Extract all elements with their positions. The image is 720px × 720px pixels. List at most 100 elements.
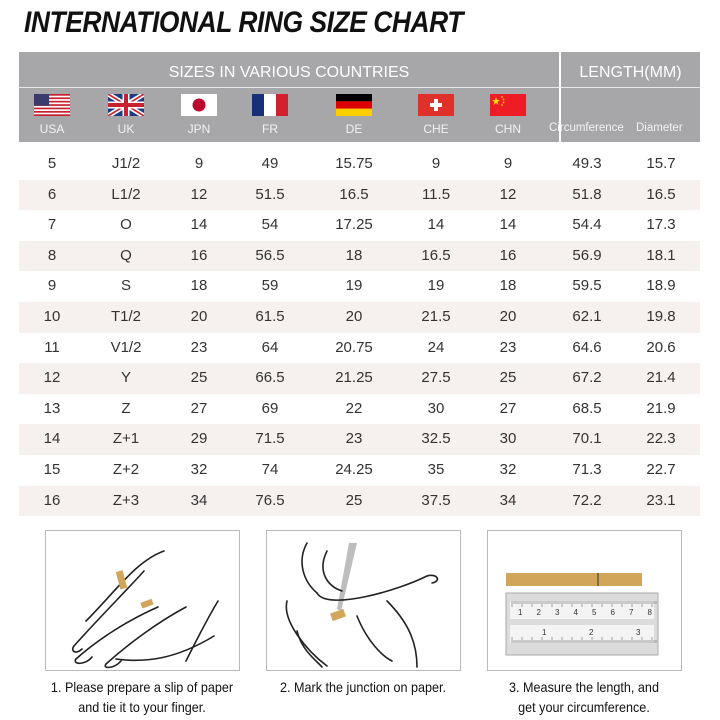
cell-chn: 16 — [499, 246, 517, 264]
cell-de: 21.25 — [335, 369, 373, 387]
cell-circumference: 72.2 — [572, 491, 602, 509]
cell-chn: 20 — [499, 307, 517, 325]
cell-chn: 18 — [499, 277, 517, 295]
cell-che: 32.5 — [421, 430, 451, 448]
cell-circumference: 70.1 — [572, 430, 602, 448]
usa-flag-icon — [34, 94, 70, 116]
ruler-number: 1 — [542, 628, 547, 637]
table-row: 8 Q 16 56.5 18 16.5 16 56.9 18.1 — [19, 240, 700, 272]
cell-fr: 56.5 — [255, 246, 285, 264]
cell-usa: 8 — [47, 246, 57, 264]
cell-uk: Z+2 — [112, 460, 140, 478]
column-chn: CHN — [478, 94, 538, 136]
caption-line: and tie it to your finger. — [78, 699, 206, 715]
switzerland-flag-icon — [418, 94, 454, 116]
ruler-number: 2 — [589, 628, 594, 637]
cell-fr: 66.5 — [255, 369, 285, 387]
cell-circumference: 62.1 — [572, 307, 602, 325]
divider — [19, 87, 700, 88]
cell-chn: 27 — [499, 399, 517, 417]
cell-usa: 5 — [47, 155, 57, 172]
cell-fr: 61.5 — [255, 307, 285, 325]
ruler-number: 4 — [574, 608, 579, 617]
column-jpn: JPN — [169, 94, 229, 136]
cell-circumference: 59.5 — [572, 277, 602, 295]
cell-usa: 16 — [43, 491, 61, 509]
cell-jpn: 12 — [190, 185, 208, 203]
cell-che: 37.5 — [421, 491, 451, 509]
cell-fr: 76.5 — [255, 491, 285, 509]
table-row: 14 Z+1 29 71.5 23 32.5 30 70.1 22.3 — [19, 424, 700, 455]
cell-de: 23 — [345, 430, 363, 448]
table-row: 9 S 18 59 19 19 18 59.5 18.9 — [19, 271, 700, 302]
cell-uk: Z+3 — [112, 491, 140, 509]
cell-chn: 12 — [499, 185, 517, 203]
table-row: 7 O 14 54 17.25 14 14 54.4 17.3 — [19, 210, 700, 241]
cell-usa: 11 — [44, 338, 60, 356]
cell-che: 14 — [427, 216, 445, 234]
cell-che: 24 — [427, 338, 445, 356]
step-3-caption: 3. Measure the length, and get your circ… — [476, 677, 692, 717]
cell-de: 20 — [345, 307, 363, 325]
cell-circumference: 64.6 — [572, 338, 602, 356]
cell-de: 17.25 — [335, 216, 373, 234]
cell-jpn: 32 — [190, 460, 208, 478]
circumference-label: Circumference — [549, 122, 624, 134]
cell-jpn: 20 — [190, 307, 208, 325]
step-1-illustration — [45, 530, 240, 671]
cell-de: 19 — [345, 277, 363, 295]
cell-circumference: 67.2 — [572, 369, 602, 387]
table-row: 6 L1/2 12 51.5 16.5 11.5 12 51.8 16.5 — [19, 179, 700, 211]
caption-line: get your circumference. — [518, 699, 650, 715]
cell-usa: 15 — [43, 460, 61, 478]
cell-usa: 9 — [47, 277, 57, 295]
cell-uk: T1/2 — [110, 307, 141, 325]
country-label: JPN — [187, 122, 211, 136]
cell-jpn: 34 — [190, 491, 208, 509]
cell-che: 30 — [427, 399, 445, 417]
table-row: 11 V1/2 23 64 20.75 24 23 64.6 20.6 — [19, 333, 700, 364]
table-row: 15 Z+2 32 74 24.25 35 32 71.3 22.7 — [19, 455, 700, 486]
page-title: INTERNATIONAL RING SIZE CHART — [24, 6, 463, 39]
cell-chn: 32 — [499, 460, 517, 478]
france-flag-icon — [252, 94, 288, 116]
cell-diameter: 15.7 — [646, 155, 676, 172]
column-usa: USA — [22, 94, 82, 136]
cell-jpn: 9 — [194, 155, 204, 172]
cell-fr: 74 — [261, 460, 279, 478]
germany-flag-icon — [336, 94, 372, 116]
table-header: SIZES IN VARIOUS COUNTRIES LENGTH(MM) US… — [19, 52, 700, 142]
cell-fr: 71.5 — [255, 430, 285, 448]
cell-uk: O — [120, 216, 132, 234]
cell-fr: 51.5 — [255, 185, 285, 203]
cell-uk: L1/2 — [111, 185, 141, 203]
divider — [559, 52, 561, 142]
cell-diameter: 23.1 — [646, 491, 676, 509]
cell-diameter: 18.9 — [646, 277, 676, 295]
cell-che: 9 — [431, 155, 441, 172]
cell-fr: 49 — [261, 155, 279, 172]
ruler-and-paper-icon: 1 2 3 4 5 6 7 8 1 2 3 — [505, 573, 659, 656]
cell-circumference: 56.9 — [572, 246, 602, 264]
cell-uk: S — [120, 277, 131, 295]
cell-de: 22 — [345, 399, 363, 417]
size-table: 5 J1/2 9 49 15.75 9 9 49.3 15.7 6 L1/2 12 51.5 16.5 11… — [19, 149, 700, 517]
column-de: DE — [324, 94, 384, 136]
cell-che: 19 — [427, 277, 445, 295]
cell-fr: 69 — [261, 399, 279, 417]
cell-usa: 13 — [43, 399, 61, 417]
cell-uk: Z+1 — [112, 430, 140, 448]
cell-de: 18 — [345, 246, 363, 264]
cell-uk: Z — [121, 399, 131, 417]
japan-flag-icon — [181, 94, 217, 116]
cell-diameter: 16.5 — [646, 185, 676, 203]
cell-che: 27.5 — [421, 369, 451, 387]
cell-fr: 59 — [261, 277, 279, 295]
uk-flag-icon — [108, 94, 144, 116]
ruler-number: 7 — [629, 608, 634, 617]
cell-usa: 7 — [47, 216, 57, 234]
cell-circumference: 68.5 — [572, 399, 602, 417]
table-row: 5 J1/2 9 49 15.75 9 9 49.3 15.7 — [19, 149, 700, 180]
cell-de: 16.5 — [339, 185, 369, 203]
cell-che: 11.5 — [421, 185, 451, 203]
